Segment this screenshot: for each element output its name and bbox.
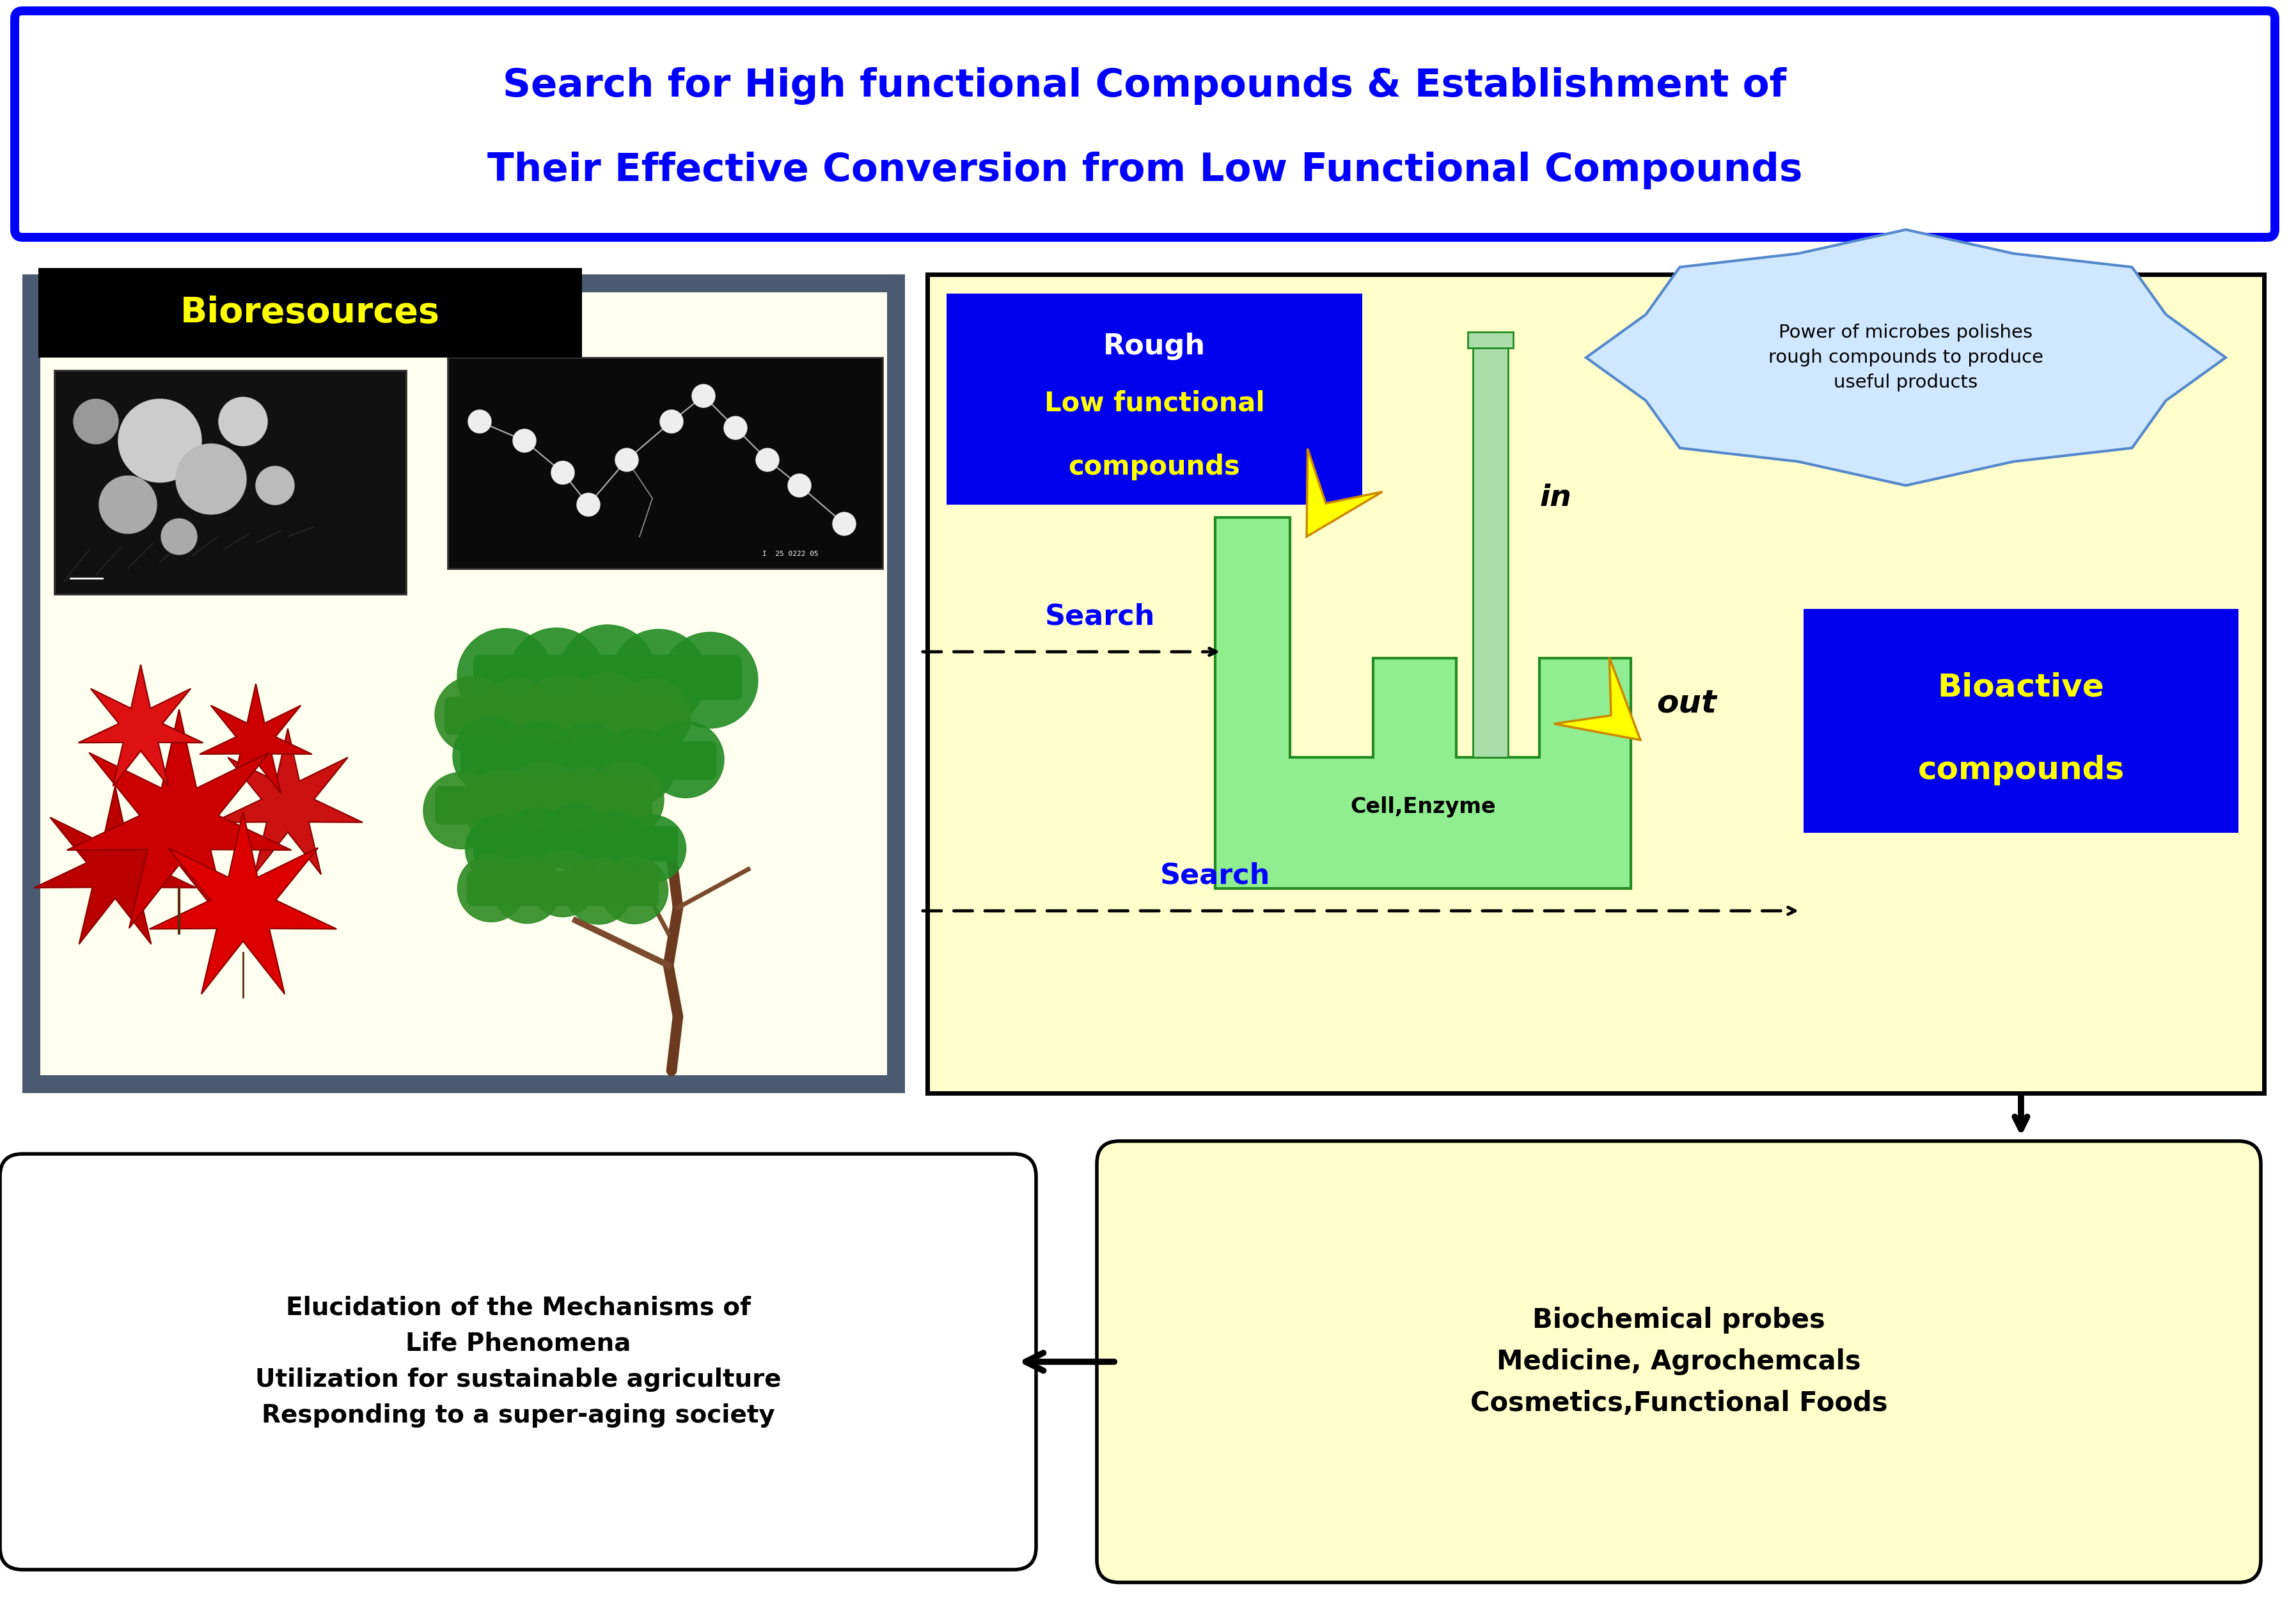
FancyBboxPatch shape — [928, 274, 2264, 1093]
Circle shape — [569, 682, 645, 758]
Circle shape — [602, 849, 668, 918]
Text: Search for High functional Compounds & Establishment of: Search for High functional Compounds & E… — [503, 67, 1786, 106]
FancyBboxPatch shape — [434, 786, 652, 825]
Polygon shape — [1306, 448, 1382, 536]
FancyBboxPatch shape — [14, 11, 2275, 237]
Circle shape — [466, 806, 533, 874]
Polygon shape — [200, 684, 312, 793]
Text: Power of microbes polishes
rough compounds to produce
useful products: Power of microbes polishes rough compoun… — [1768, 323, 2043, 391]
Circle shape — [119, 400, 202, 482]
Polygon shape — [67, 710, 292, 929]
FancyBboxPatch shape — [23, 274, 905, 1093]
Text: Cell,Enzyme: Cell,Enzyme — [1350, 796, 1495, 817]
Circle shape — [494, 857, 560, 924]
FancyBboxPatch shape — [461, 741, 716, 780]
Circle shape — [788, 474, 810, 497]
Circle shape — [177, 443, 246, 515]
Circle shape — [505, 770, 581, 846]
Circle shape — [457, 856, 526, 922]
Circle shape — [560, 630, 657, 726]
Circle shape — [611, 635, 707, 731]
Circle shape — [457, 624, 553, 719]
FancyBboxPatch shape — [448, 357, 882, 568]
FancyBboxPatch shape — [1805, 609, 2239, 833]
Circle shape — [512, 429, 535, 451]
Text: Rough: Rough — [1102, 333, 1205, 361]
Circle shape — [218, 398, 266, 447]
Circle shape — [546, 765, 622, 841]
Polygon shape — [149, 812, 338, 994]
Text: in: in — [1541, 484, 1573, 513]
Text: Bioactive: Bioactive — [1938, 672, 2105, 703]
Circle shape — [255, 466, 294, 505]
Circle shape — [542, 806, 608, 872]
Circle shape — [833, 512, 856, 536]
Circle shape — [452, 719, 530, 796]
Circle shape — [480, 671, 556, 749]
Circle shape — [501, 726, 579, 804]
FancyBboxPatch shape — [445, 697, 682, 736]
Circle shape — [468, 409, 491, 434]
Circle shape — [565, 857, 631, 924]
Circle shape — [551, 461, 574, 484]
Circle shape — [661, 632, 758, 728]
Circle shape — [99, 476, 156, 533]
Text: Search: Search — [1045, 603, 1155, 630]
Text: compounds: compounds — [1917, 755, 2124, 786]
Circle shape — [723, 416, 746, 440]
Circle shape — [161, 518, 197, 554]
Circle shape — [599, 728, 675, 804]
Text: out: out — [1655, 687, 1717, 718]
FancyBboxPatch shape — [41, 292, 886, 1075]
FancyBboxPatch shape — [946, 294, 1362, 505]
Text: Search: Search — [1159, 862, 1270, 890]
Circle shape — [503, 804, 572, 870]
Circle shape — [523, 679, 602, 755]
Text: Their Effective Conversion from Low Functional Compounds: Their Effective Conversion from Low Func… — [487, 151, 1802, 190]
FancyBboxPatch shape — [1474, 338, 1508, 757]
Polygon shape — [1215, 518, 1630, 888]
Circle shape — [530, 856, 597, 922]
Circle shape — [691, 385, 714, 408]
Polygon shape — [1554, 658, 1639, 741]
Circle shape — [422, 763, 501, 841]
Circle shape — [659, 409, 682, 434]
FancyBboxPatch shape — [1467, 331, 1513, 348]
Circle shape — [73, 400, 119, 443]
Circle shape — [434, 677, 512, 754]
Circle shape — [618, 809, 687, 875]
Circle shape — [613, 676, 691, 752]
Circle shape — [755, 448, 778, 471]
Text: Low functional: Low functional — [1045, 390, 1265, 417]
Text: I  25 0222 05: I 25 0222 05 — [762, 551, 820, 557]
Polygon shape — [214, 729, 363, 874]
FancyBboxPatch shape — [39, 268, 581, 357]
FancyBboxPatch shape — [473, 654, 742, 700]
Polygon shape — [78, 664, 202, 786]
Text: Biochemical probes
Medicine, Agrochemcals
Cosmetics,Functional Foods: Biochemical probes Medicine, Agrochemcal… — [1469, 1307, 1887, 1416]
Circle shape — [647, 723, 723, 799]
FancyBboxPatch shape — [0, 1155, 1035, 1570]
FancyBboxPatch shape — [466, 870, 659, 906]
Text: compounds: compounds — [1068, 453, 1240, 481]
Circle shape — [464, 768, 542, 844]
Circle shape — [588, 765, 664, 841]
Circle shape — [507, 630, 604, 726]
Circle shape — [576, 494, 599, 516]
Circle shape — [551, 726, 627, 802]
Polygon shape — [34, 786, 195, 944]
Circle shape — [581, 812, 647, 879]
Circle shape — [615, 448, 638, 471]
FancyBboxPatch shape — [55, 370, 406, 594]
Text: Bioresources: Bioresources — [181, 296, 441, 330]
FancyBboxPatch shape — [473, 827, 677, 861]
Text: Elucidation of the Mechanisms of
Life Phenomena
Utilization for sustainable agri: Elucidation of the Mechanisms of Life Ph… — [255, 1296, 781, 1427]
Polygon shape — [1587, 229, 2225, 486]
FancyBboxPatch shape — [1097, 1142, 2262, 1582]
